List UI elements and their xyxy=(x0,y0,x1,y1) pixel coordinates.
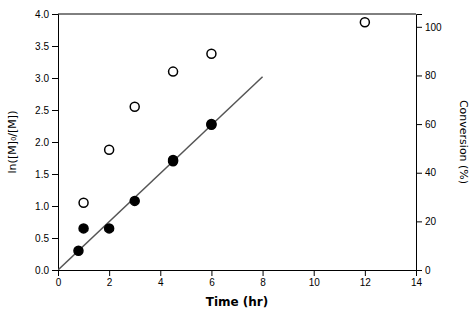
tick-mark xyxy=(52,110,58,111)
tick-label: 100 xyxy=(425,21,442,32)
tick-label: 4 xyxy=(158,277,164,288)
x-axis-title: Time (hr) xyxy=(206,295,269,309)
y2-axis-title: Conversion (%) xyxy=(457,100,470,184)
tick-label: 14 xyxy=(411,277,423,288)
tick-mark xyxy=(416,124,422,125)
filled-point xyxy=(169,155,178,164)
tick: 4.0 xyxy=(35,9,58,20)
tick: 2.0 xyxy=(35,137,58,148)
filled-point xyxy=(79,224,88,233)
tick-label: 0 xyxy=(56,277,62,288)
tick-mark xyxy=(416,173,422,174)
tick-mark xyxy=(52,174,58,175)
axis-line xyxy=(52,15,59,271)
tick: 3.0 xyxy=(35,73,58,84)
tick-label: 10 xyxy=(309,277,321,288)
tick-mark xyxy=(314,270,315,276)
tick-mark xyxy=(160,270,161,276)
marks xyxy=(58,18,369,270)
axis-line xyxy=(59,271,417,277)
tick: 1.5 xyxy=(35,169,58,180)
tick-label: 12 xyxy=(360,277,372,288)
tick-label: 60 xyxy=(425,119,437,130)
tick-label: 8 xyxy=(260,277,266,288)
tick-label: 2 xyxy=(107,277,113,288)
filled-point xyxy=(74,246,83,255)
tick-label: 4.0 xyxy=(35,9,49,20)
tick: 0 xyxy=(416,265,431,276)
tick: 12 xyxy=(360,270,372,288)
y-axis: 0.0 0.5 1.0 1.5 2.0 2.5 3.0 3.5 4.0 xyxy=(35,9,58,276)
tick-mark xyxy=(52,206,58,207)
tick-label: 2.0 xyxy=(35,137,49,148)
tick-label: 40 xyxy=(425,167,437,178)
tick-label: 0.0 xyxy=(35,265,49,276)
frame-line xyxy=(58,14,416,15)
tick: 8 xyxy=(260,270,266,288)
tick: 6 xyxy=(209,270,215,288)
filled-point xyxy=(130,196,139,205)
tick-label: 0 xyxy=(425,265,431,276)
tick-label: 2.5 xyxy=(35,105,49,116)
plot-area: 0 2 4 6 8 10 12 14 0.0 0.5 1.0 1.5 2.0 2.5 3.0 3.5 4.0 0 2… xyxy=(35,9,442,288)
tick-mark xyxy=(52,46,58,47)
tick: 0.0 xyxy=(35,265,58,276)
tick: 0 xyxy=(56,270,62,288)
tick-mark xyxy=(416,75,422,76)
tick-mark xyxy=(263,270,264,276)
tick: 1.0 xyxy=(35,201,58,212)
tick: 80 xyxy=(416,70,437,81)
y2-axis: 0 20 40 60 80 100 xyxy=(416,15,442,276)
x-axis: 0 2 4 6 8 10 12 14 xyxy=(56,270,423,288)
trend-line xyxy=(58,77,263,270)
filled-point xyxy=(207,120,216,129)
tick-mark xyxy=(52,270,58,271)
tick-label: 80 xyxy=(425,70,437,81)
open-point xyxy=(169,67,178,76)
tick: 20 xyxy=(416,216,437,227)
tick: 0.5 xyxy=(35,233,58,244)
tick-mark xyxy=(416,270,422,271)
filled-point xyxy=(207,120,216,129)
tick-label: 1.0 xyxy=(35,201,49,212)
y-axis-title: ln([M]₀/[M]) xyxy=(6,111,19,174)
open-point xyxy=(207,49,216,58)
chart: 0 2 4 6 8 10 12 14 0.0 0.5 1.0 1.5 2.0 2.5 3.0 3.5 4.0 0 2… xyxy=(0,0,474,314)
tick-mark xyxy=(52,142,58,143)
tick: 3.5 xyxy=(35,41,58,52)
filled-point xyxy=(105,224,114,233)
tick-mark xyxy=(52,14,58,15)
tick: 2 xyxy=(107,270,113,288)
open-point xyxy=(130,102,139,111)
tick-mark xyxy=(416,221,422,222)
tick: 4 xyxy=(158,270,164,288)
tick-label: 1.5 xyxy=(35,169,49,180)
tick-label: 6 xyxy=(209,277,215,288)
tick-mark xyxy=(52,238,58,239)
tick-label: 3.5 xyxy=(35,41,49,52)
open-point xyxy=(360,18,369,27)
open-point xyxy=(79,198,88,207)
tick-label: 3.0 xyxy=(35,73,49,84)
tick: 100 xyxy=(416,21,442,32)
tick-mark xyxy=(211,270,212,276)
tick-mark xyxy=(365,270,366,276)
tick-mark xyxy=(52,78,58,79)
axis-line xyxy=(417,15,423,271)
open-point xyxy=(105,145,114,154)
tick-mark xyxy=(109,270,110,276)
tick: 40 xyxy=(416,167,437,178)
tick: 2.5 xyxy=(35,105,58,116)
tick: 14 xyxy=(411,270,423,288)
tick-label: 0.5 xyxy=(35,233,49,244)
tick-label: 20 xyxy=(425,216,437,227)
tick-mark xyxy=(416,27,422,28)
tick: 60 xyxy=(416,119,437,130)
tick: 10 xyxy=(309,270,321,288)
